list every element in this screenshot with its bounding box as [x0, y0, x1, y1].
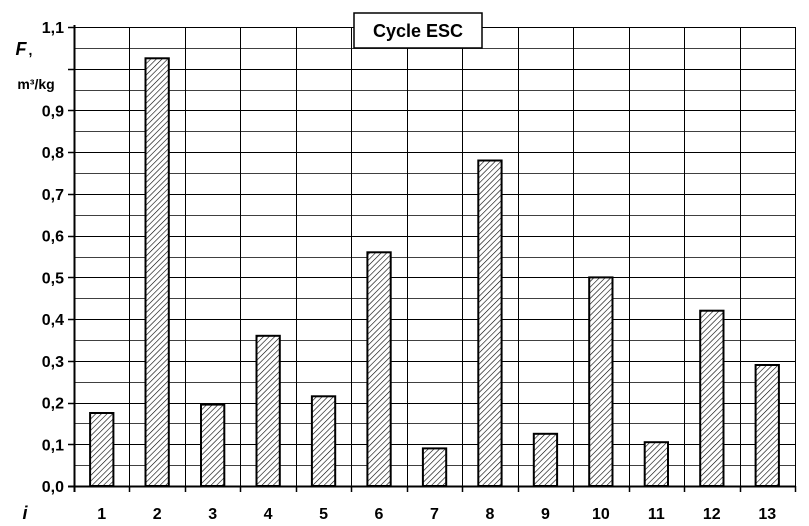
x-tick-labels: 1 2 3 4 5 6 7 8 9 10 11 12 13	[97, 506, 776, 523]
bar-12	[699, 309, 725, 488]
x-axis-variable: i	[22, 503, 28, 523]
x-tick-label: 9	[541, 506, 550, 523]
x-tick-label: 13	[758, 506, 776, 523]
bar-6	[366, 251, 392, 487]
y-tick-label: 0,3	[42, 354, 64, 371]
bar-11	[643, 441, 670, 488]
y-tick-labels: 0,0 0,1 0,2 0,3 0,4 0,5 0,6 0,7 0,8 0,9 1,1	[42, 20, 64, 496]
y-axis-variable: F,	[16, 39, 33, 59]
y-tick-label: 0,9	[42, 104, 64, 121]
y-tick-label: 0,6	[42, 229, 64, 246]
bar-13	[754, 364, 780, 487]
y-tick-label: 0,1	[42, 437, 64, 454]
bar-7	[421, 447, 448, 487]
bar-1	[89, 412, 115, 487]
chart-title-box: Cycle ESC	[353, 12, 483, 49]
bar-8	[477, 159, 503, 487]
bar-5	[310, 395, 337, 487]
y-axis-unit: m³/kg	[17, 76, 54, 92]
x-tick-label: 5	[319, 506, 328, 523]
bar-4	[255, 334, 281, 487]
x-tick-label: 7	[430, 506, 439, 523]
x-tick-label: 8	[486, 506, 495, 523]
y-tick-label: 0,5	[42, 270, 64, 287]
y-tick-label: 0,2	[42, 396, 64, 413]
bars	[89, 57, 780, 488]
axes	[68, 25, 797, 492]
y-tick-label: 0,0	[42, 479, 64, 496]
x-tick-label: 1	[97, 506, 106, 523]
y-tick-label: 0,4	[42, 312, 64, 329]
bar-3	[200, 403, 226, 488]
x-tick-label: 11	[648, 506, 665, 523]
grid	[74, 27, 796, 486]
x-tick-label: 10	[592, 506, 610, 523]
y-tick-label: 0,8	[42, 145, 64, 162]
x-tick-label: 6	[375, 506, 384, 523]
bar-10	[588, 276, 614, 487]
bar-9	[532, 432, 559, 487]
x-tick-label: 2	[153, 506, 162, 523]
bar-2	[144, 57, 170, 488]
x-tick-label: 3	[208, 506, 217, 523]
chart-title: Cycle ESC	[373, 21, 463, 41]
x-tick-label: 4	[264, 506, 273, 523]
y-tick-label: 0,7	[42, 187, 64, 204]
x-tick-label: 12	[703, 506, 721, 523]
y-tick-label: 1,1	[42, 20, 64, 37]
